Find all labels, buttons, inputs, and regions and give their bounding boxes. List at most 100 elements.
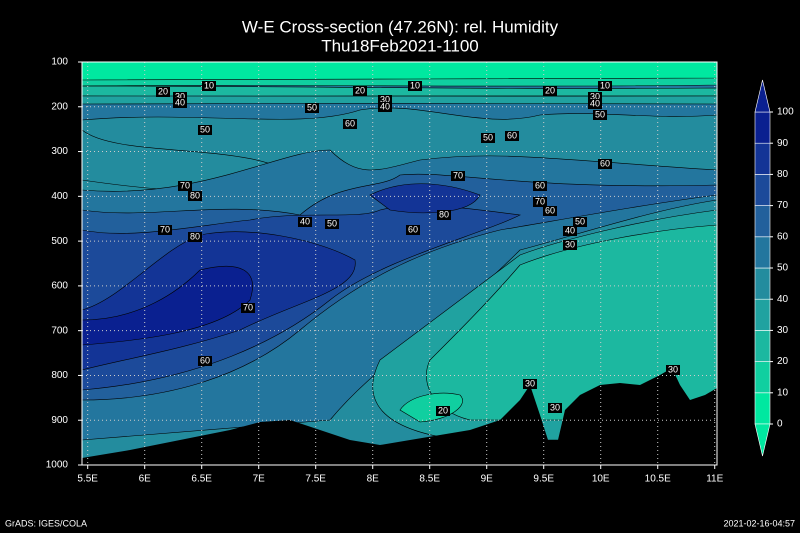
contour-label: 70 (180, 180, 190, 190)
contour-label: 70 (243, 302, 253, 312)
colorbar-cell (754, 236, 771, 269)
contour-label: 20 (438, 405, 448, 415)
contour-label: 70 (535, 196, 545, 206)
x-tick-label: 7.5E (305, 474, 326, 485)
contour-label: 10 (600, 80, 610, 90)
contour-label: 60 (408, 224, 418, 234)
contour-label-bg (451, 171, 465, 181)
contour-label: 30 (380, 94, 390, 104)
contour-label-bg (598, 81, 612, 91)
contour-label-bg (188, 191, 202, 201)
contour-label-bg (378, 95, 392, 105)
contour-label: 30 (565, 239, 575, 249)
contour-label-bg (588, 92, 602, 102)
contour-label: 20 (545, 85, 555, 95)
colorbar-cell (754, 205, 771, 238)
y-tick-label: 900 (51, 415, 68, 426)
contour-label-bg (563, 240, 577, 250)
contour-label: 50 (575, 216, 585, 226)
contour-fill (82, 266, 253, 346)
colorbar-label: 40 (777, 294, 789, 305)
contour-label-bg (241, 303, 255, 313)
y-tick-label: 800 (51, 370, 68, 381)
chart-title: W-E Cross-section (47.26N): rel. Humidit… (242, 17, 559, 36)
colorbar-cell (754, 111, 771, 144)
contour-label-bg (378, 102, 392, 112)
colorbar-cell (754, 298, 771, 331)
colorbar-label: 90 (777, 138, 789, 149)
contour-label-bg (188, 232, 202, 242)
colorbar-label: 60 (777, 231, 789, 242)
contour-label: 60 (200, 355, 210, 365)
contour-label-bg (588, 99, 602, 109)
contour-label: 50 (327, 218, 337, 228)
contour-label: 40 (590, 98, 600, 108)
x-tick-label: 8.5E (419, 474, 440, 485)
terrain (82, 368, 717, 465)
contour-label-bg (437, 210, 451, 220)
contour-fill (82, 62, 717, 81)
y-tick-label: 400 (51, 191, 68, 202)
contour-fill (369, 183, 481, 214)
contour-label-bg (202, 81, 216, 91)
contour-label-bg (523, 379, 537, 389)
contour-label: 10 (410, 80, 420, 90)
contour-label-bg (406, 225, 420, 235)
contour-label: 30 (175, 91, 185, 101)
contour-label-bg (408, 81, 422, 91)
contour-label: 10 (204, 80, 214, 90)
x-tick-label: 6.5E (191, 474, 212, 485)
y-tick-label: 500 (51, 236, 68, 247)
contour-label: 40 (565, 225, 575, 235)
contour-label-bg (173, 92, 187, 102)
contour-label-bg (533, 197, 547, 207)
colorbar-label: 50 (777, 263, 789, 274)
footer-right: 2021-02-16-04:57 (723, 518, 795, 528)
contour-label: 40 (380, 101, 390, 111)
x-tick-label: 11E (706, 474, 723, 485)
colorbar-label: 100 (777, 107, 794, 118)
contour-label-bg (481, 133, 495, 143)
contour-label: 70 (160, 224, 170, 234)
y-tick-label: 100 (51, 57, 68, 68)
contour-label-bg (573, 217, 587, 227)
colorbar-label: 0 (777, 419, 783, 430)
contour-label: 40 (300, 216, 310, 226)
contour-label-bg (298, 217, 312, 227)
colorbar-label: 10 (777, 387, 789, 398)
y-tick-label: 1000 (46, 460, 69, 471)
contour-label-bg (353, 86, 367, 96)
x-tick-label: 6E (139, 474, 152, 485)
contour-label-bg (178, 181, 192, 191)
contour-label-bg (436, 406, 450, 416)
colorbar-arrow-bottom (754, 423, 771, 457)
contour-label: 30 (590, 91, 600, 101)
contour-label-bg (158, 225, 172, 235)
contour-label: 50 (307, 102, 317, 112)
x-tick-label: 10.5E (645, 474, 671, 485)
contour-label-bg (666, 365, 680, 375)
contour-label-bg (533, 181, 547, 191)
colorbar-arrow-top (754, 79, 771, 113)
contour-label-bg (548, 403, 562, 413)
contour-label: 50 (200, 124, 210, 134)
contour-label-bg (173, 98, 187, 108)
contour-label: 20 (355, 85, 365, 95)
contour-label-bg (156, 87, 170, 97)
contour-label: 30 (668, 364, 678, 374)
contour-label-bg (543, 86, 557, 96)
contour-label-bg (325, 219, 339, 229)
contour-label: 60 (600, 158, 610, 168)
plot-area (82, 62, 717, 465)
x-tick-label: 9.5E (533, 474, 554, 485)
contour-label: 80 (439, 209, 449, 219)
contour-label: 20 (158, 86, 168, 96)
colorbar-cell (754, 392, 771, 425)
colorbar-cell (754, 174, 771, 206)
contour-label-bg (505, 131, 519, 141)
contour-label: 30 (525, 378, 535, 388)
plot-frame (81, 61, 718, 466)
y-tick-label: 300 (51, 146, 68, 157)
colorbar-cell (754, 361, 771, 394)
